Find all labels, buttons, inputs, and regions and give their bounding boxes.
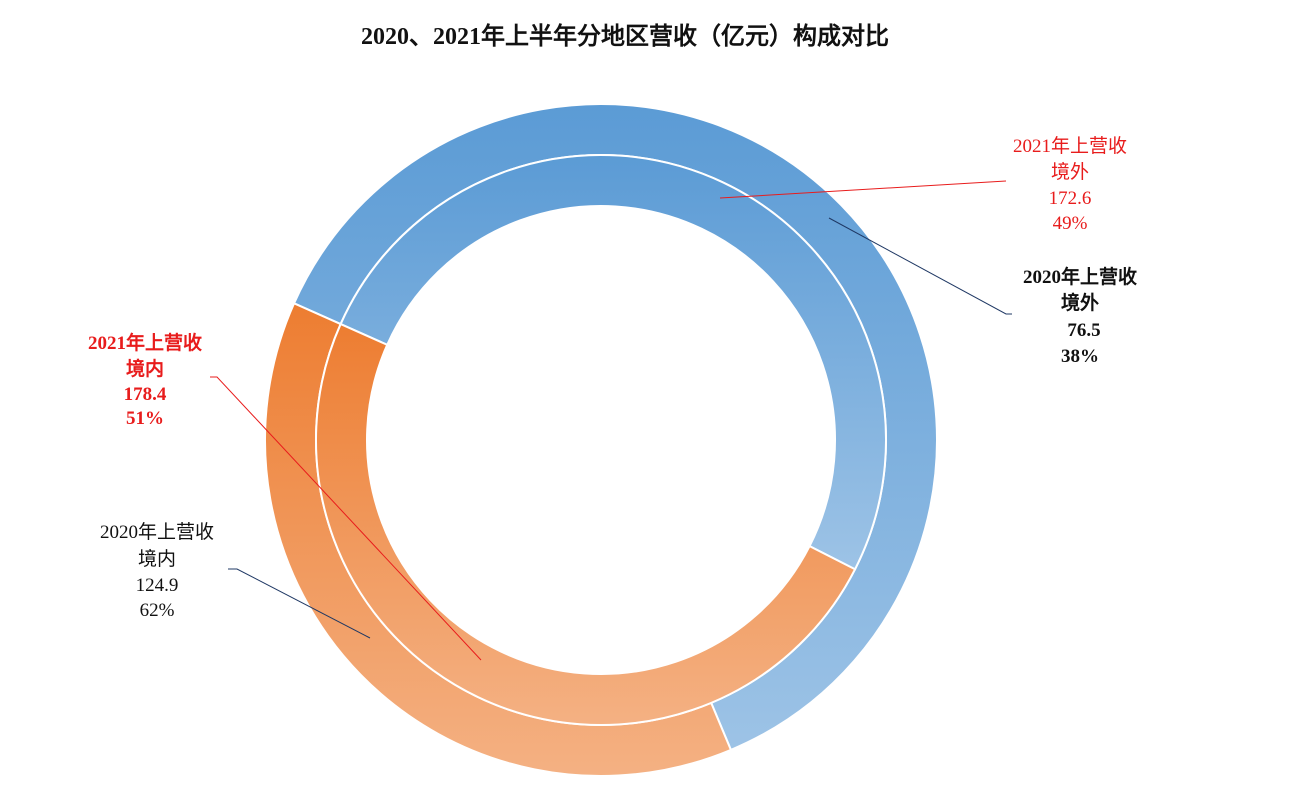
leader-lines: [210, 180, 1012, 661]
leader-line-2020-domestic: [228, 568, 371, 639]
label-2021-overseas-percent: 49%: [1053, 213, 1088, 234]
label-2020-domestic-value: 124.9: [136, 575, 179, 596]
label-2020-domestic: 2020年上营收 境内 124.9 62%: [100, 521, 214, 621]
label-2021-overseas-series: 2021年上营收: [1013, 135, 1127, 157]
chart-title: 2020、2021年上半年分地区营收（亿元）构成对比: [361, 22, 889, 50]
label-2020-overseas-value: 76.5: [1067, 320, 1100, 341]
label-2020-domestic-category: 境内: [138, 548, 176, 570]
label-2020-domestic-percent: 62%: [140, 600, 175, 621]
leader-line-2021-domestic: [210, 376, 482, 661]
slice-2021-domestic: [339, 154, 887, 571]
label-2021-domestic-series: 2021年上营收: [88, 331, 202, 354]
label-2021-domestic-category: 境内: [126, 357, 164, 380]
label-2021-domestic-percent: 51%: [126, 408, 164, 429]
slice-2021-overseas: [315, 322, 857, 726]
label-2021-domestic-value: 178.4: [124, 384, 167, 405]
label-2020-overseas-percent: 38%: [1061, 346, 1099, 367]
label-2021-domestic: 2021年上营收 境内 178.4 51%: [88, 331, 202, 429]
leader-line-2021-overseas: [719, 180, 1007, 199]
label-2020-overseas-category: 境外: [1061, 291, 1099, 314]
label-2020-overseas: 2020年上营收 境外 76.5 38%: [1023, 265, 1137, 367]
label-2021-overseas-category: 境外: [1051, 161, 1089, 183]
donut-rings: [264, 103, 938, 777]
label-2021-overseas: 2021年上营收 境外 172.6 49%: [1013, 135, 1127, 234]
label-2020-overseas-series: 2020年上营收: [1023, 265, 1137, 288]
label-2021-overseas-value: 172.6: [1049, 188, 1092, 209]
label-2020-domestic-series: 2020年上营收: [100, 521, 214, 543]
leader-line-2020-overseas: [828, 217, 1012, 315]
